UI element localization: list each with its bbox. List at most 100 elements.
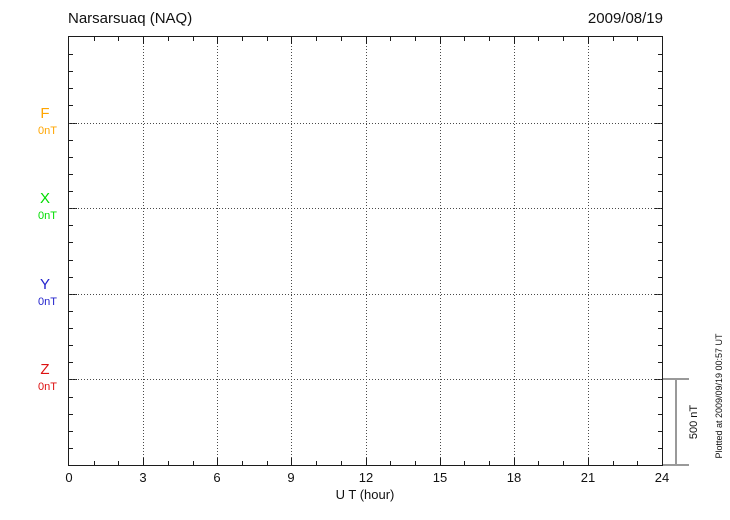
y-tick-right-6 bbox=[658, 140, 662, 141]
y-tick-left-8 bbox=[69, 174, 73, 175]
x-tick-bottom-23 bbox=[637, 461, 638, 465]
y-tick-left-13 bbox=[69, 260, 73, 261]
y-tick-right-3 bbox=[658, 88, 662, 89]
y-tick-left-21 bbox=[69, 397, 73, 398]
gridline-vertical-3h bbox=[143, 37, 144, 465]
x-tick-top-6 bbox=[217, 37, 218, 44]
x-tick-top-8 bbox=[267, 37, 268, 41]
x-tick-top-13 bbox=[390, 37, 391, 41]
y-tick-right-17 bbox=[658, 328, 662, 329]
x-tick-bottom-6 bbox=[217, 458, 218, 465]
x-tick-bottom-16 bbox=[464, 461, 465, 465]
y-tick-left-1 bbox=[69, 54, 73, 55]
x-tick-top-15 bbox=[440, 37, 441, 44]
x-tick-top-7 bbox=[242, 37, 243, 41]
y-tick-right-19 bbox=[658, 362, 662, 363]
x-tick-top-17 bbox=[489, 37, 490, 41]
scale-bar-line bbox=[675, 379, 677, 465]
y-tick-left-4 bbox=[69, 105, 73, 106]
y-tick-right-18 bbox=[658, 345, 662, 346]
x-tick-bottom-4 bbox=[168, 461, 169, 465]
gridline-vertical-15h bbox=[440, 37, 441, 465]
x-tick-bottom-17 bbox=[489, 461, 490, 465]
component-label-X: X bbox=[39, 190, 50, 207]
x-tick-bottom-7 bbox=[242, 461, 243, 465]
x-tick-bottom-12 bbox=[366, 458, 367, 465]
x-tick-top-11 bbox=[341, 37, 342, 41]
y-tick-right-21 bbox=[658, 397, 662, 398]
y-tick-left-14 bbox=[69, 277, 73, 278]
baseline-X bbox=[69, 208, 662, 209]
y-tick-right-9 bbox=[658, 191, 662, 192]
y-tick-right-2 bbox=[658, 71, 662, 72]
gridline-vertical-18h bbox=[514, 37, 515, 465]
y-tick-right-22 bbox=[658, 414, 662, 415]
x-tick-bottom-9 bbox=[291, 458, 292, 465]
x-tick-label-24: 24 bbox=[654, 470, 670, 485]
y-tick-left-2 bbox=[69, 71, 73, 72]
x-tick-bottom-5 bbox=[193, 461, 194, 465]
y-tick-right-4 bbox=[658, 105, 662, 106]
component-label-Z: Z bbox=[40, 361, 50, 378]
plot-frame bbox=[68, 36, 663, 466]
x-tick-top-18 bbox=[514, 37, 515, 44]
observation-date: 2009/08/19 bbox=[587, 10, 663, 27]
x-tick-label-9: 9 bbox=[287, 470, 295, 485]
x-tick-top-16 bbox=[464, 37, 465, 41]
y-tick-right-13 bbox=[658, 260, 662, 261]
component-label-F: F bbox=[40, 105, 50, 122]
station-title: Narsarsuaq (NAQ) bbox=[68, 10, 193, 27]
x-tick-top-4 bbox=[168, 37, 169, 41]
x-tick-top-9 bbox=[291, 37, 292, 44]
x-tick-top-12 bbox=[366, 37, 367, 44]
x-tick-bottom-8 bbox=[267, 461, 268, 465]
scale-bar-bottom-cap bbox=[663, 464, 689, 466]
y-tick-right-11 bbox=[658, 225, 662, 226]
plotted-at-note: Plotted at 2009/09/19 00:57 UT bbox=[714, 333, 724, 459]
x-tick-top-23 bbox=[637, 37, 638, 41]
x-tick-top-1 bbox=[94, 37, 95, 41]
gridline-vertical-21h bbox=[588, 37, 589, 465]
x-tick-top-10 bbox=[316, 37, 317, 41]
x-axis-label: U T (hour) bbox=[335, 487, 395, 502]
x-tick-top-2 bbox=[118, 37, 119, 41]
scale-bar-top-cap bbox=[663, 378, 689, 380]
y-tick-left-11 bbox=[69, 225, 73, 226]
x-tick-bottom-13 bbox=[390, 461, 391, 465]
y-tick-left-22 bbox=[69, 414, 73, 415]
y-tick-left-3 bbox=[69, 88, 73, 89]
x-tick-bottom-21 bbox=[588, 458, 589, 465]
baseline-Y bbox=[69, 294, 662, 295]
y-tick-right-16 bbox=[658, 311, 662, 312]
x-tick-top-14 bbox=[415, 37, 416, 41]
gridline-vertical-12h bbox=[366, 37, 367, 465]
x-tick-bottom-11 bbox=[341, 461, 342, 465]
x-tick-bottom-1 bbox=[94, 461, 95, 465]
baseline-F bbox=[69, 123, 662, 124]
y-tick-right-24 bbox=[658, 448, 662, 449]
y-tick-left-9 bbox=[69, 191, 73, 192]
component-baseline-label-Z: 0nT bbox=[38, 381, 57, 393]
y-tick-left-7 bbox=[69, 157, 73, 158]
y-tick-right-14 bbox=[658, 277, 662, 278]
component-baseline-label-X: 0nT bbox=[38, 210, 57, 222]
y-tick-right-23 bbox=[658, 431, 662, 432]
x-tick-bottom-10 bbox=[316, 461, 317, 465]
x-tick-label-3: 3 bbox=[139, 470, 147, 485]
y-tick-left-23 bbox=[69, 431, 73, 432]
x-tick-top-3 bbox=[143, 37, 144, 44]
y-tick-left-18 bbox=[69, 345, 73, 346]
gridline-vertical-9h bbox=[291, 37, 292, 465]
x-tick-top-21 bbox=[588, 37, 589, 44]
baseline-Z bbox=[69, 379, 662, 380]
x-tick-top-19 bbox=[538, 37, 539, 41]
y-tick-left-19 bbox=[69, 362, 73, 363]
y-tick-right-8 bbox=[658, 174, 662, 175]
component-label-Y: Y bbox=[39, 276, 50, 293]
x-tick-bottom-3 bbox=[143, 458, 144, 465]
x-tick-bottom-15 bbox=[440, 458, 441, 465]
x-tick-label-15: 15 bbox=[432, 470, 448, 485]
x-tick-label-0: 0 bbox=[65, 470, 73, 485]
y-tick-left-12 bbox=[69, 242, 73, 243]
